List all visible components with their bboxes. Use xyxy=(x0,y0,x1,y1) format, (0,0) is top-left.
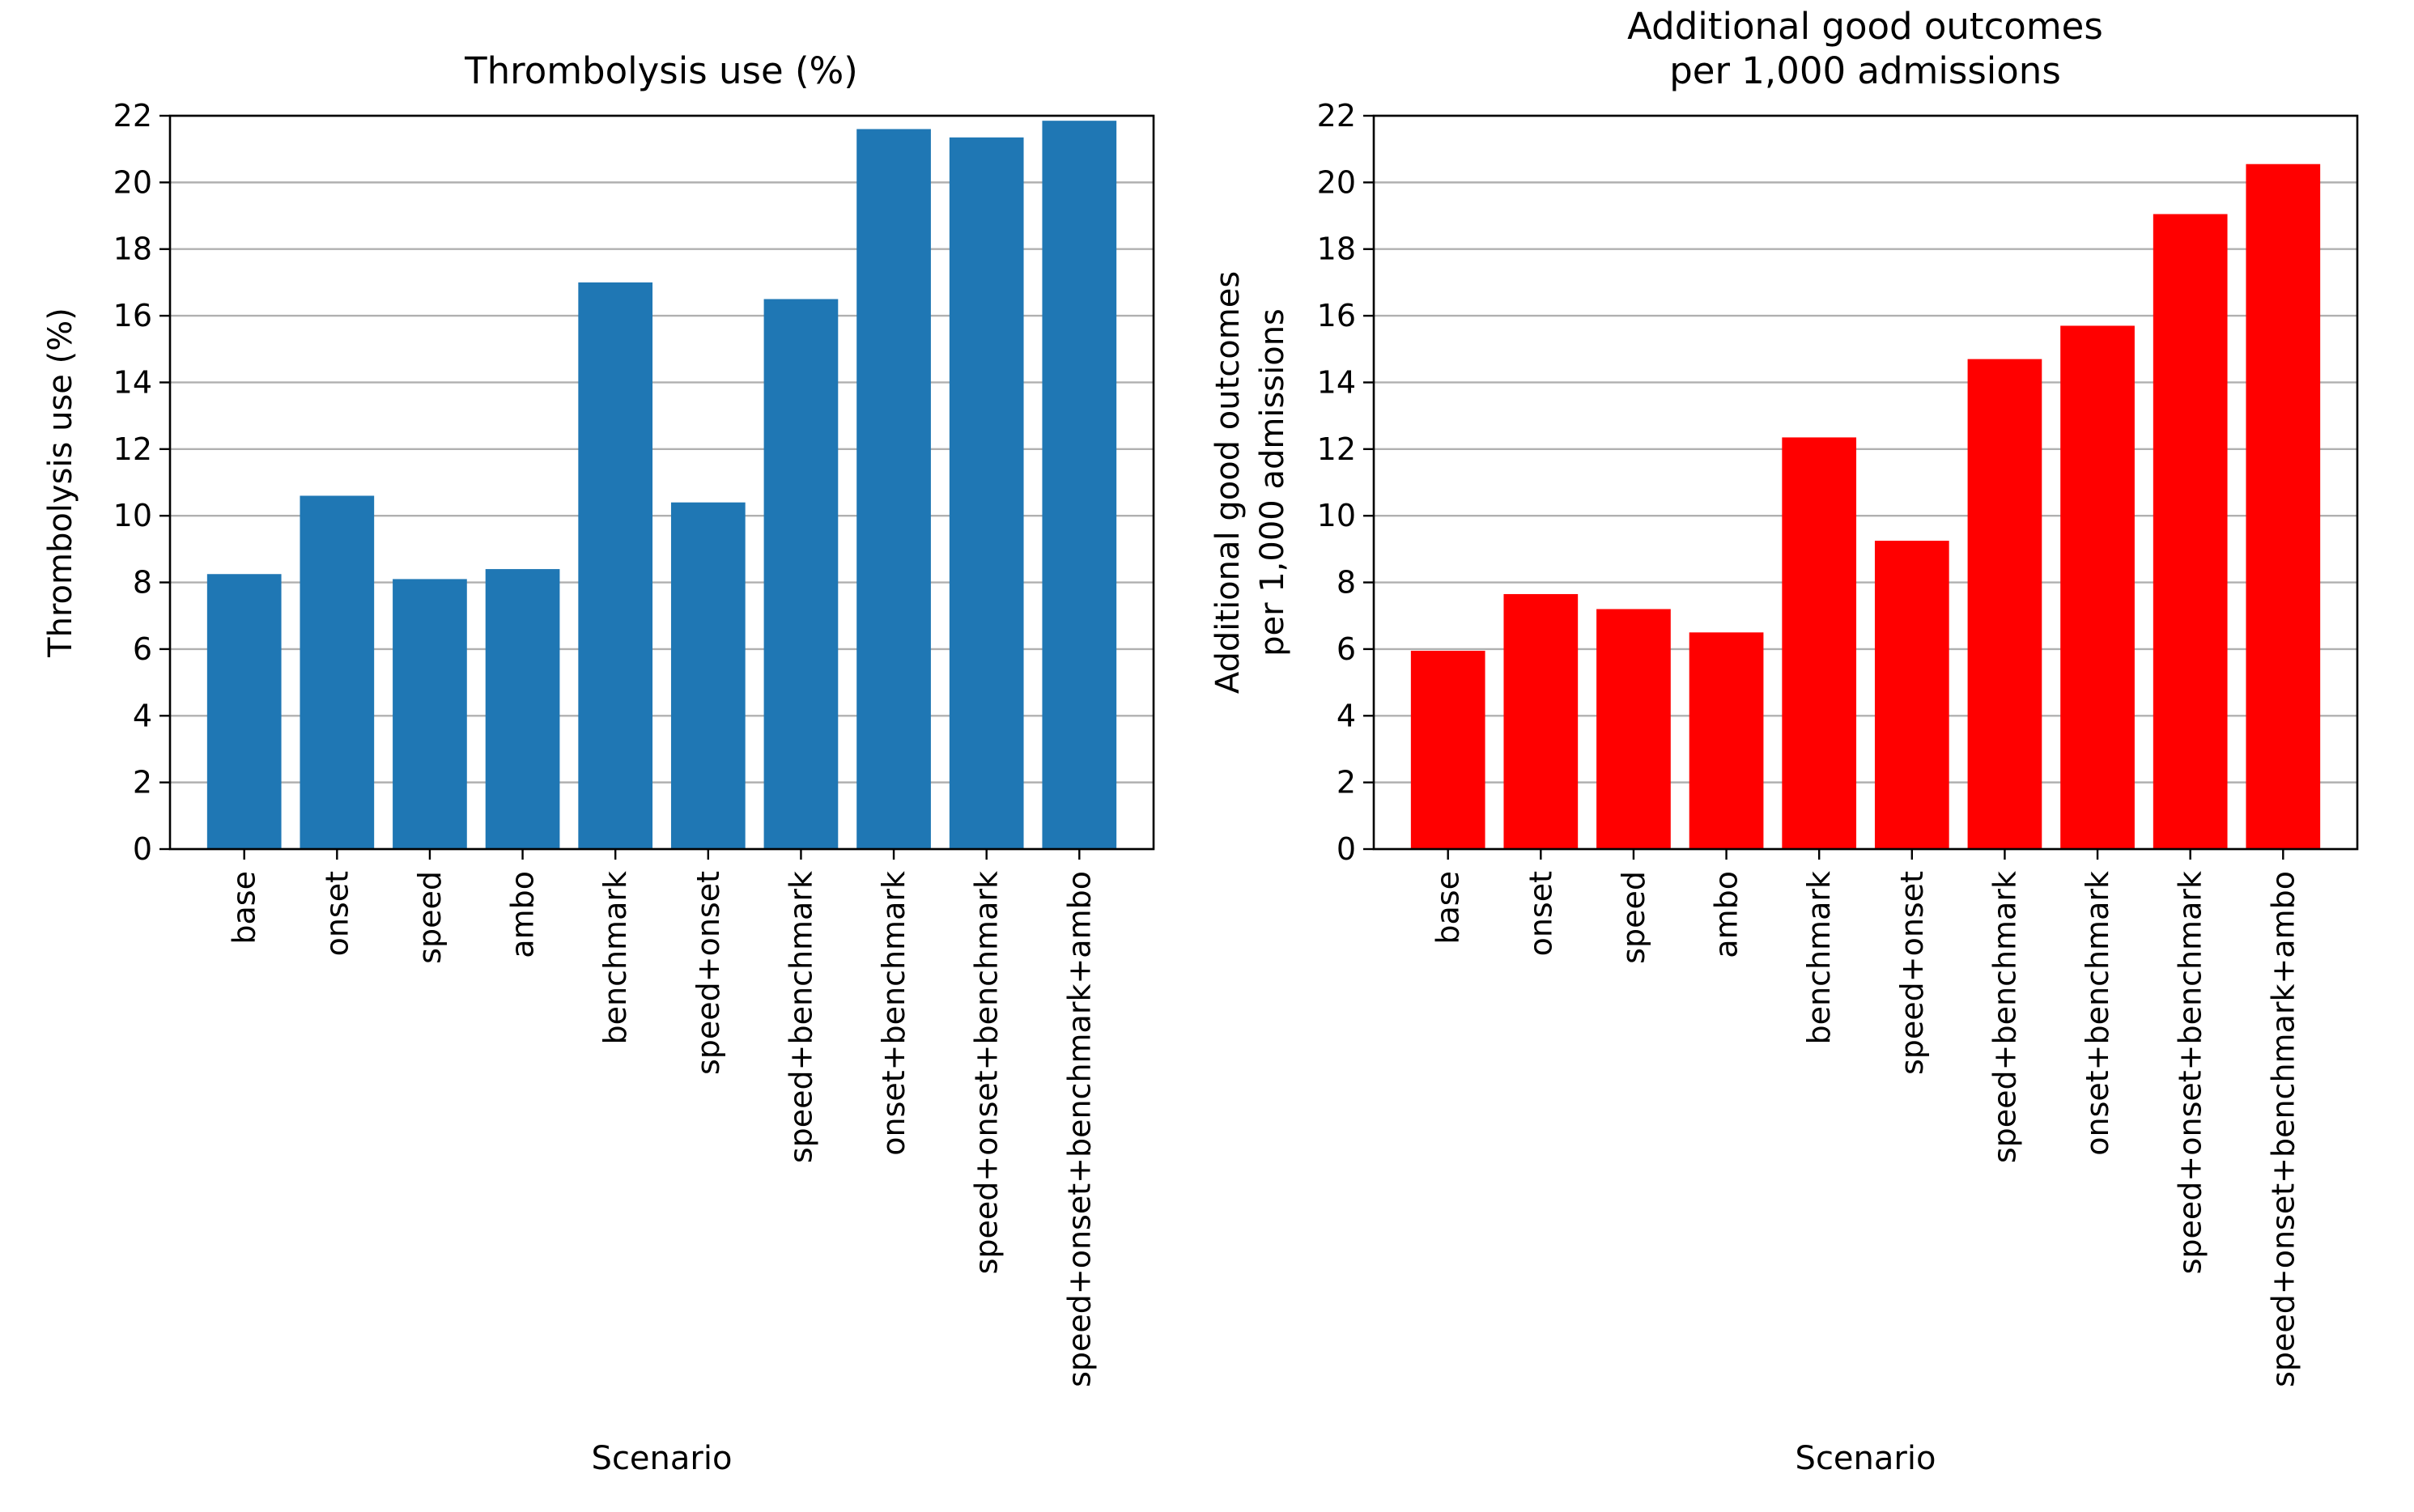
x-tick-label-speed+onset: speed+onset xyxy=(1894,871,1930,1075)
x-tick-label-base: base xyxy=(227,871,262,945)
axes-frame xyxy=(168,114,1155,851)
x-tick-label-speed+benchmark: speed+benchmark xyxy=(1987,871,2022,1163)
y-tick-label: 0 xyxy=(1337,831,1356,867)
bar-benchmark xyxy=(1782,437,1857,849)
bar-speed+onset xyxy=(1874,541,1949,849)
y-tick-label: 20 xyxy=(1317,164,1356,200)
x-tick-label-onset: onset xyxy=(319,871,355,956)
bar-speed+onset+benchmark xyxy=(949,137,1024,849)
x-tick-label-onset+benchmark: onset+benchmark xyxy=(876,871,912,1156)
y-tick-label: 22 xyxy=(113,98,152,134)
bar-ambo xyxy=(485,569,560,849)
bar-ambo xyxy=(1689,632,1764,849)
y-tick-label: 16 xyxy=(1317,298,1356,333)
y-ticks: 0 2 4 6 8 10 12 14 16 18 20 22 xyxy=(113,98,170,867)
x-tick-label-onset: onset xyxy=(1523,871,1558,956)
x-tick-label-speed+onset: speed+onset xyxy=(691,871,726,1075)
bar-speed+onset+benchmark xyxy=(2153,214,2228,850)
bar-speed+onset+benchmark+ambo xyxy=(1042,121,1117,850)
x-tick-label-onset+benchmark: onset+benchmark xyxy=(2080,871,2115,1156)
x-tick-label-base: base xyxy=(1430,871,1466,945)
y-tick-label: 10 xyxy=(1317,498,1356,533)
x-tick-label-speed+benchmark: speed+benchmark xyxy=(783,871,818,1163)
bar-onset xyxy=(1503,593,1579,849)
x-tick-label-speed+onset+benchmark+ambo: speed+onset+benchmark+ambo xyxy=(2265,871,2301,1387)
bar-speed xyxy=(393,579,467,849)
axes-frame xyxy=(1372,114,2359,851)
chart-title-line-1: Additional good outcomes xyxy=(1627,5,2103,48)
x-tick-label-speed+onset+benchmark: speed+onset+benchmark xyxy=(2173,871,2208,1274)
bar-speed+onset+benchmark+ambo xyxy=(2246,164,2321,850)
x-axis-label: Scenario xyxy=(592,1440,733,1477)
y-tick-label: 8 xyxy=(1337,565,1356,601)
bar-base xyxy=(206,574,282,849)
y-tick-label: 12 xyxy=(1317,431,1356,467)
y-tick-label: 2 xyxy=(133,765,152,801)
y-tick-label: 14 xyxy=(113,364,152,400)
y-axis-label-line-1: Additional good outcomes xyxy=(1209,271,1247,694)
bar-onset xyxy=(300,495,375,849)
y-tick-label: 2 xyxy=(1337,765,1356,801)
x-ticks: base onset speed ambo benchmark speed+onset sp… xyxy=(227,849,1097,1387)
x-tick-label-benchmark: benchmark xyxy=(597,871,633,1045)
x-tick-label-speed+onset+benchmark: speed+onset+benchmark xyxy=(969,871,1005,1274)
x-axis-label: Scenario xyxy=(1796,1440,1936,1477)
y-tick-label: 18 xyxy=(113,231,152,267)
y-tick-label: 6 xyxy=(133,631,152,667)
bar-speed+onset xyxy=(670,502,746,849)
bar-speed+benchmark xyxy=(1967,359,2042,849)
bar-benchmark xyxy=(578,282,653,850)
bars xyxy=(206,121,1117,850)
chart-thrombolysis-use: 0 2 4 6 8 10 12 14 16 18 20 22 base onset speed ambo ben… xyxy=(42,49,1155,1477)
y-tick-label: 4 xyxy=(133,698,152,733)
y-ticks: 0 2 4 6 8 10 12 14 16 18 20 22 xyxy=(1317,98,1374,867)
y-tick-label: 14 xyxy=(1317,364,1356,400)
y-tick-label: 0 xyxy=(133,831,152,867)
x-tick-label-benchmark: benchmark xyxy=(1801,871,1837,1045)
y-tick-label: 22 xyxy=(1317,98,1356,134)
x-tick-label-speed+onset+benchmark+ambo: speed+onset+benchmark+ambo xyxy=(1061,871,1097,1387)
bar-onset+benchmark xyxy=(856,129,931,850)
x-tick-label-speed: speed xyxy=(1616,871,1651,964)
y-axis-label-line-2: per 1,000 admissions xyxy=(1254,308,1291,656)
x-tick-label-ambo: ambo xyxy=(505,871,541,958)
y-tick-label: 6 xyxy=(1337,631,1356,667)
y-tick-label: 8 xyxy=(133,565,152,601)
x-tick-label-ambo: ambo xyxy=(1709,871,1745,958)
x-ticks: base onset speed ambo benchmark speed+onset sp… xyxy=(1430,849,2301,1387)
chart-additional-good-outcomes: 0 2 4 6 8 10 12 14 16 18 20 22 base onset speed ambo ben… xyxy=(1209,5,2359,1477)
bar-base xyxy=(1410,650,1485,849)
bars xyxy=(1410,164,2321,850)
y-tick-label: 4 xyxy=(1337,698,1356,733)
y-tick-label: 10 xyxy=(113,498,152,533)
bar-speed+benchmark xyxy=(763,299,839,849)
x-tick-label-speed: speed xyxy=(412,871,448,964)
chart-title-line-2: per 1,000 admissions xyxy=(1669,49,2061,92)
bar-onset+benchmark xyxy=(2060,325,2135,850)
chart-title-line-1: Thrombolysis use (%) xyxy=(464,49,858,92)
y-tick-label: 20 xyxy=(113,164,152,200)
y-tick-label: 18 xyxy=(1317,231,1356,267)
y-axis-label-line-1: Thrombolysis use (%) xyxy=(42,308,79,658)
y-tick-label: 16 xyxy=(113,298,152,333)
y-tick-label: 12 xyxy=(113,431,152,467)
bar-speed xyxy=(1596,609,1671,849)
